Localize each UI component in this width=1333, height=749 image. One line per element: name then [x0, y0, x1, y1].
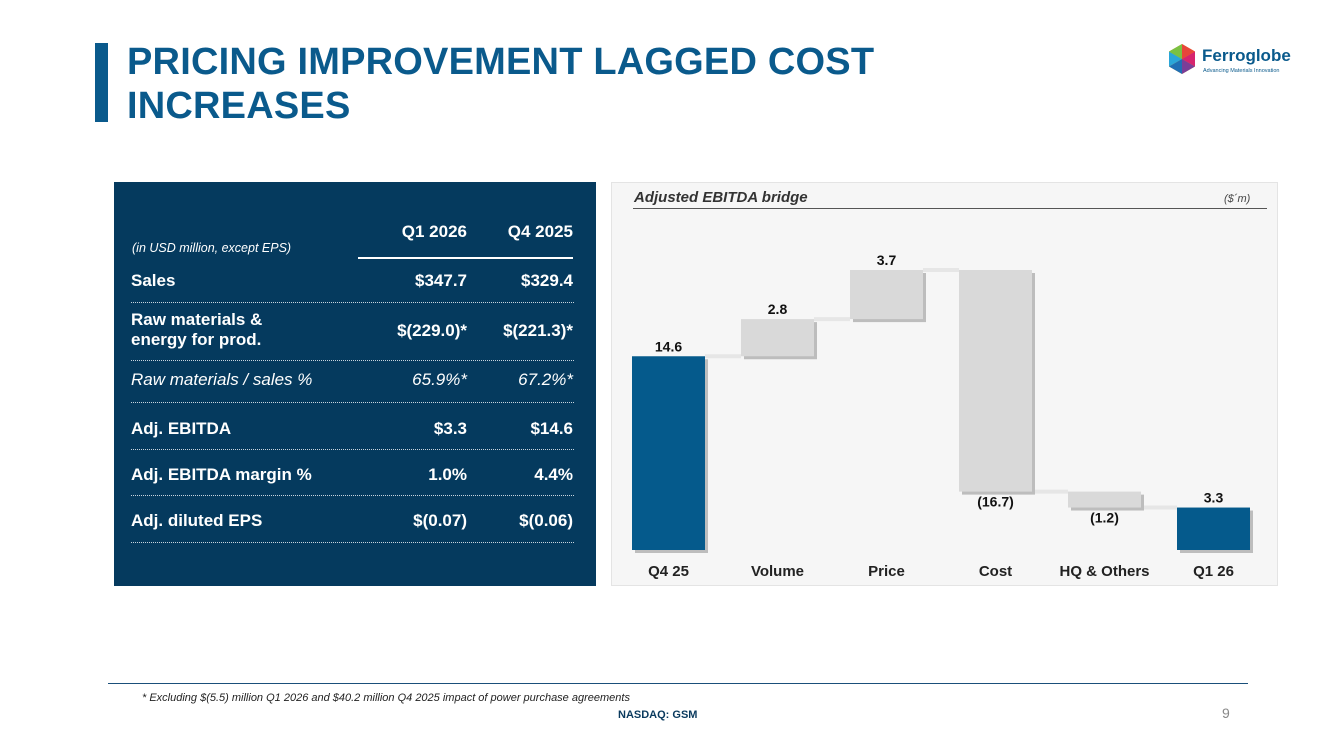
bridge-value-label: (16.7) — [977, 494, 1014, 510]
bridge-category-label: Q4 25 — [648, 563, 689, 580]
row-value-q1-2026: $(229.0)* — [397, 321, 467, 340]
bridge-category-label: Price — [868, 563, 905, 580]
bridge-category-label: Volume — [751, 563, 804, 580]
row-value-q1-2026: $3.3 — [433, 419, 467, 438]
row-value-q4-2025: $(0.06) — [519, 511, 573, 530]
row-label: Adj. diluted EPS — [131, 511, 263, 530]
bridge-bar-price — [850, 270, 923, 320]
row-value-q1-2026: 65.9%* — [412, 370, 467, 389]
bridge-value-label: (1.2) — [1090, 510, 1119, 526]
row-label: Raw materials / sales % — [131, 370, 313, 389]
bridge-connector — [1141, 505, 1177, 510]
title-accent-bar — [95, 43, 108, 122]
bridge-bar-volume — [741, 319, 814, 357]
row-label: Adj. EBITDA — [131, 419, 232, 438]
ticker-symbol: NASDAQ: GSM — [618, 709, 698, 721]
row-value-q4-2025: $329.4 — [521, 271, 573, 290]
table-row-raw-materials: Raw materials & energy for prod. $(229.0… — [131, 303, 574, 361]
row-value-q4-2025: 67.2%* — [518, 370, 573, 389]
table-header-rule — [358, 257, 573, 259]
bridge-value-label: 3.7 — [877, 252, 897, 268]
row-label: Raw materials & energy for prod. — [131, 310, 263, 349]
ebitda-bridge-panel — [611, 182, 1278, 586]
table-row-raw-materials-ratio: Raw materials / sales % 65.9%* 67.2%* — [131, 361, 574, 403]
row-value-q4-2025: 4.4% — [534, 465, 573, 484]
ebitda-bridge-chart: 14.6 Q4 25 2.8 Volume 3.7 Price (16.7) Cost (1.2… — [632, 252, 1253, 580]
financial-summary-panel — [114, 182, 596, 586]
page-title-line-2: INCREASES — [127, 85, 351, 127]
bridge-category-label: Cost — [979, 563, 1012, 580]
row-value-q4-2025: $(221.3)* — [503, 321, 573, 340]
bridge-value-label: 2.8 — [768, 301, 788, 317]
bridge-bar-cost — [959, 270, 1032, 492]
bridge-connector — [1032, 489, 1068, 494]
chart-unit-label: ($´m) — [1224, 193, 1251, 205]
row-label: Sales — [131, 271, 176, 290]
ferroglobe-logo-icon — [1169, 44, 1195, 74]
bridge-connector — [923, 268, 959, 272]
bridge-connector — [814, 317, 850, 322]
bridge-category-label: Q1 26 — [1193, 563, 1234, 580]
bridge-value-label: 3.3 — [1204, 490, 1224, 506]
bridge-connector — [705, 354, 741, 359]
row-value-q4-2025: $14.6 — [530, 419, 573, 438]
logo-wordmark: Ferroglobe — [1202, 46, 1291, 65]
page-title-line-1: PRICING IMPROVEMENT LAGGED COST — [127, 41, 875, 83]
bridge-category-label: HQ & Others — [1059, 563, 1149, 580]
chart-title-rule — [633, 208, 1267, 209]
column-header-q1-2026: Q1 2026 — [401, 222, 467, 241]
bridge-bar-q4-25 — [632, 356, 705, 550]
footnote: * Excluding $(5.5) million Q1 2026 and $… — [142, 692, 630, 704]
table-row-adj-ebitda: Adj. EBITDA $3.3 $14.6 — [131, 403, 574, 450]
table-row-sales: Sales $347.7 $329.4 — [131, 262, 574, 303]
table-row-adj-ebitda-margin: Adj. EBITDA margin % 1.0% 4.4% — [131, 450, 574, 496]
chart-title: Adjusted EBITDA bridge — [634, 189, 808, 206]
company-logo: Ferroglobe Advancing Materials Innovatio… — [1166, 43, 1306, 79]
table-units-note: (in USD million, except EPS) — [132, 241, 292, 255]
row-label: Adj. EBITDA margin % — [131, 465, 312, 484]
page-title: PRICING IMPROVEMENT LAGGED COST INCREASE… — [127, 40, 1027, 128]
row-value-q1-2026: 1.0% — [428, 465, 467, 484]
page-number: 9 — [1222, 705, 1230, 721]
bridge-value-label: 14.6 — [655, 338, 682, 354]
footer-rule — [108, 683, 1248, 684]
row-value-q1-2026: $(0.07) — [413, 511, 467, 530]
table-row-adj-diluted-eps: Adj. diluted EPS $(0.07) $(0.06) — [131, 496, 574, 543]
bridge-bar-hq-others — [1068, 491, 1141, 508]
column-header-q4-2025: Q4 2025 — [507, 222, 573, 241]
row-value-q1-2026: $347.7 — [415, 271, 467, 290]
bridge-bar-q1-26 — [1177, 507, 1250, 550]
logo-tagline: Advancing Materials Innovation — [1203, 68, 1280, 74]
